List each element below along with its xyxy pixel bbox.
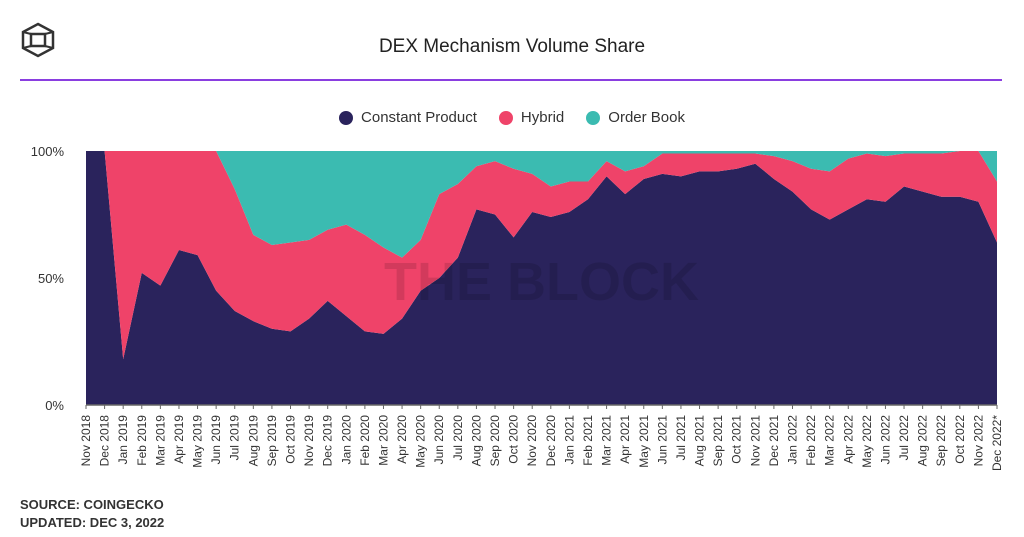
x-tick-label: Apr 2020 bbox=[395, 415, 409, 464]
title-divider bbox=[20, 79, 1002, 81]
x-tick-label: Sep 2021 bbox=[711, 415, 725, 467]
x-tick-label: Dec 2019 bbox=[321, 415, 335, 467]
x-tick-label: Jul 2019 bbox=[228, 415, 242, 461]
legend-item-constant-product[interactable]: Constant Product bbox=[339, 109, 477, 126]
source-text: SOURCE: COINGECKO bbox=[20, 497, 164, 512]
x-tick-label: Aug 2019 bbox=[246, 415, 260, 467]
legend-swatch bbox=[498, 110, 513, 125]
the-block-logo-icon bbox=[21, 22, 55, 58]
x-tick-label: May 2021 bbox=[637, 415, 651, 468]
x-tick-label: Oct 2020 bbox=[507, 415, 521, 464]
x-tick-label: Feb 2022 bbox=[804, 415, 818, 466]
x-tick-label: Aug 2022 bbox=[916, 415, 930, 467]
x-tick-label: May 2019 bbox=[191, 415, 205, 468]
area-order-book bbox=[86, 151, 997, 258]
x-tick-label: Oct 2019 bbox=[284, 415, 298, 464]
legend-swatch bbox=[586, 110, 601, 125]
x-tick-label: Mar 2019 bbox=[153, 415, 167, 466]
x-tick-label: Jul 2020 bbox=[451, 415, 465, 461]
watermark: THE BLOCK bbox=[384, 252, 699, 312]
x-tick-label: Nov 2020 bbox=[525, 415, 539, 467]
x-tick-label: Dec 2022* bbox=[990, 415, 1004, 471]
x-tick-label: Sep 2020 bbox=[488, 415, 502, 467]
x-tick-label: May 2020 bbox=[414, 415, 428, 468]
legend-label: Hybrid bbox=[520, 109, 565, 126]
x-tick-label: Jun 2020 bbox=[432, 415, 446, 465]
x-tick-label: Jan 2019 bbox=[116, 415, 130, 465]
y-tick-label: 50% bbox=[38, 271, 64, 286]
updated-text: UPDATED: DEC 3, 2022 bbox=[20, 515, 165, 530]
chart-title: DEX Mechanism Volume Share bbox=[378, 36, 646, 57]
x-tick-label: Dec 2018 bbox=[98, 415, 112, 467]
x-tick-label: Jun 2019 bbox=[209, 415, 223, 465]
x-tick-label: Apr 2022 bbox=[841, 415, 855, 464]
x-tick-label: Mar 2020 bbox=[376, 415, 390, 466]
x-tick-label: Dec 2021 bbox=[767, 415, 781, 467]
legend-label: Order Book bbox=[608, 109, 685, 126]
x-tick-label: Nov 2022 bbox=[971, 415, 985, 467]
x-tick-label: Aug 2020 bbox=[469, 415, 483, 467]
x-tick-label: Oct 2021 bbox=[730, 415, 744, 464]
legend-swatch bbox=[339, 110, 354, 125]
x-tick-label: Nov 2018 bbox=[79, 415, 93, 467]
x-tick-label: May 2022 bbox=[860, 415, 874, 468]
x-tick-label: Feb 2021 bbox=[581, 415, 595, 466]
x-tick-label: Jul 2022 bbox=[897, 415, 911, 461]
x-tick-label: Nov 2021 bbox=[748, 415, 762, 467]
x-tick-label: Dec 2020 bbox=[544, 415, 558, 467]
legend-item-hybrid[interactable]: Hybrid bbox=[498, 109, 565, 126]
x-tick-label: Jan 2021 bbox=[562, 415, 576, 465]
x-tick-label: Nov 2019 bbox=[302, 415, 316, 467]
x-tick-label: Jun 2022 bbox=[878, 415, 892, 465]
x-tick-label: Jun 2021 bbox=[655, 415, 669, 465]
x-tick-label: Feb 2019 bbox=[135, 415, 149, 466]
y-tick-label: 100% bbox=[31, 144, 65, 159]
x-tick-label: Oct 2022 bbox=[953, 415, 967, 464]
x-tick-label: Sep 2019 bbox=[265, 415, 279, 467]
legend-label: Constant Product bbox=[361, 109, 477, 126]
x-tick-label: Apr 2019 bbox=[172, 415, 186, 464]
area-constant-product bbox=[86, 151, 997, 405]
legend-item-order-book[interactable]: Order Book bbox=[586, 109, 685, 126]
x-tick-label: Aug 2021 bbox=[693, 415, 707, 467]
area-hybrid bbox=[86, 151, 997, 360]
footer: SOURCE: COINGECKO UPDATED: DEC 3, 2022 bbox=[20, 496, 164, 532]
x-tick-label: Sep 2022 bbox=[934, 415, 948, 467]
x-tick-label: Mar 2022 bbox=[823, 415, 837, 466]
x-tick-label: Apr 2021 bbox=[618, 415, 632, 464]
x-tick-label: Mar 2021 bbox=[600, 415, 614, 466]
y-tick-label: 0% bbox=[45, 398, 64, 413]
x-tick-label: Jan 2020 bbox=[339, 415, 353, 465]
x-tick-label: Feb 2020 bbox=[358, 415, 372, 466]
x-tick-label: Jan 2022 bbox=[785, 415, 799, 465]
legend: Constant Product Hybrid Order Book bbox=[0, 109, 1024, 126]
x-tick-label: Jul 2021 bbox=[674, 415, 688, 461]
